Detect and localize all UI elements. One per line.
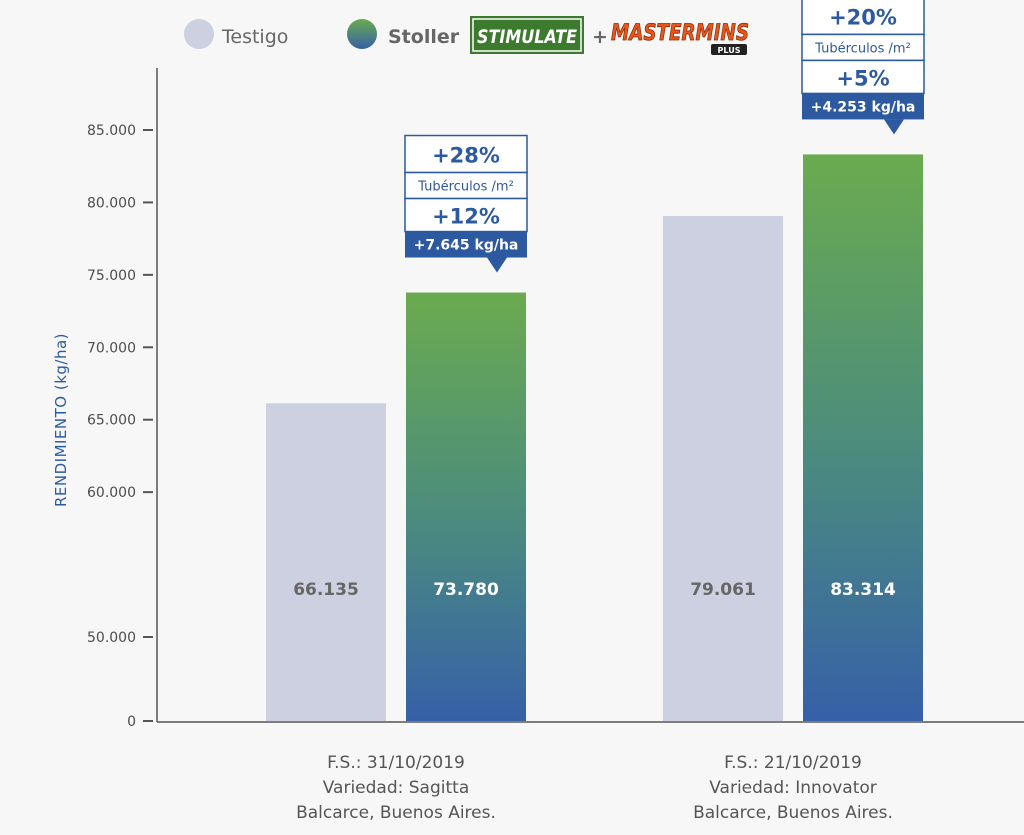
bar-testigo [266, 403, 386, 721]
callout-pct-tuberculos: +20% [829, 5, 897, 29]
callout-pct-tuberculos-box [801, 0, 925, 36]
y-tick-label: 80.000 [87, 195, 136, 211]
callout-pct-rend-box [801, 59, 925, 95]
legend-plus-sign: + [592, 26, 608, 48]
category-label-line: Variedad: Innovator [709, 778, 877, 798]
y-tick-label: 0 [127, 714, 136, 730]
bar-stoller [406, 292, 526, 721]
y-tick-label: 50.000 [87, 630, 136, 646]
category-label-line: F.S.: 21/10/2019 [724, 753, 862, 773]
category-labels: F.S.: 31/10/2019 Variedad: Sagitta Balcarc… [296, 753, 893, 823]
legend-stoller-swatch [347, 19, 377, 49]
mastermins-logo-sub: PLUS [718, 46, 741, 55]
callout-diff: +4.253 kg/ha [811, 99, 916, 115]
mastermins-logo: MASTERMINS PLUS [611, 21, 749, 55]
legend-testigo-swatch [184, 19, 214, 49]
y-axis-label: RENDIMIENTO (kg/ha) [52, 333, 70, 507]
callout-pointer [884, 119, 904, 135]
bar-value-label: 66.135 [293, 580, 359, 600]
legend: Testigo Stoller STIMULATE + MASTERMINS P… [184, 16, 749, 55]
bar-testigo [663, 216, 783, 722]
stimulate-logo-text: STIMULATE [477, 26, 577, 48]
category-label-line: Balcarce, Buenos Aires. [693, 803, 893, 823]
y-tick-label: 85.000 [87, 123, 136, 139]
mastermins-logo-text: MASTERMINS [611, 21, 749, 46]
callout-pct-rend: +5% [836, 66, 889, 90]
callout-diff-box [802, 93, 924, 120]
callout-diff: +7.645 kg/ha [414, 238, 519, 254]
callout-tuberculos-label: Tubérculos /m² [417, 180, 514, 195]
callout-pct-tuberculos: +28% [432, 144, 500, 168]
callout-diff-box [405, 231, 527, 258]
category-label-line: F.S.: 31/10/2019 [327, 753, 465, 773]
y-tick-label: 65.000 [87, 413, 136, 429]
callout-tuberculos-label: Tubérculos /m² [814, 41, 911, 56]
category-label-line: Balcarce, Buenos Aires. [296, 803, 496, 823]
category-label-line: Variedad: Sagitta [323, 778, 470, 798]
y-tick-label: 70.000 [87, 340, 136, 356]
y-tick-label: 60.000 [87, 485, 136, 501]
bar-value-label: 73.780 [433, 580, 499, 600]
bar-value-label: 83.314 [830, 580, 896, 600]
callouts: +28% Tubérculos /m² +12% +7.645 kg/ha +20% Tu… [404, 0, 925, 273]
bars: 66.135 79.061 73.780 83.314 [266, 154, 923, 722]
callout-box: +28% Tubérculos /m² +12% +7.645 kg/ha [404, 134, 528, 273]
y-tick-label: 75.000 [87, 268, 136, 284]
stimulate-logo: STIMULATE [470, 16, 584, 54]
bar-stoller [803, 154, 923, 721]
bar-value-label: 79.061 [690, 580, 756, 600]
callout-pct-rend: +12% [432, 205, 500, 229]
legend-stoller-label: Stoller [388, 26, 460, 48]
callout-pointer [487, 257, 507, 273]
legend-testigo-label: Testigo [221, 26, 288, 48]
y-axis-ticks: 0 50.000 60.000 65.000 70.000 75.000 80.000 85.… [87, 123, 153, 730]
callout-box: +20% Tubérculos /m² +5% +4.253 kg/ha [801, 0, 925, 135]
